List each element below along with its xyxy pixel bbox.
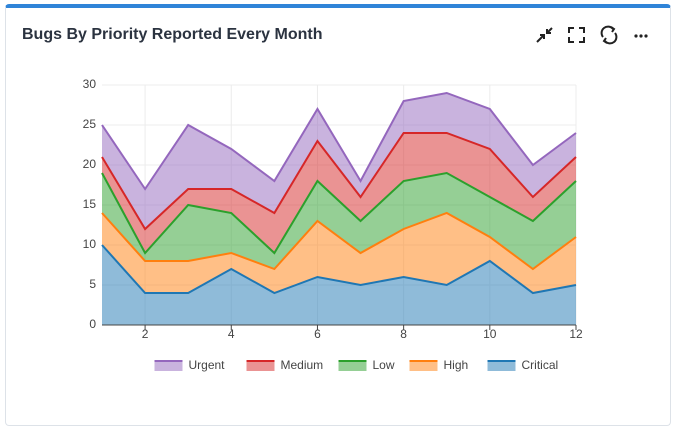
- card: [5, 4, 671, 426]
- x-tick-label: 2: [142, 327, 149, 341]
- area-line: [101, 244, 577, 295]
- y-tick-label: 25: [83, 117, 97, 131]
- x-tick-label: 12: [569, 327, 583, 341]
- legend-swatch: [487, 361, 516, 371]
- fullscreen-icon[interactable]: [568, 27, 585, 43]
- legend-label: Low: [373, 358, 395, 372]
- legend-swatch: [246, 361, 275, 371]
- legend-swatch: [409, 361, 438, 371]
- chart-title: Bugs By Priority Reported Every Month: [22, 26, 323, 43]
- y-tick-label: 5: [89, 277, 96, 291]
- legend-label: Urgent: [189, 358, 226, 372]
- legend-label: Medium: [281, 358, 324, 372]
- area-fill: [102, 213, 576, 293]
- legend-label: Critical: [522, 358, 559, 372]
- y-tick-label: 20: [83, 157, 97, 171]
- legend-label: High: [444, 358, 469, 372]
- legend-swatch: [338, 361, 367, 371]
- area-fill: [102, 245, 576, 325]
- area-fill: [102, 93, 576, 229]
- area-line: [101, 171, 577, 255]
- refresh-icon[interactable]: [600, 25, 618, 45]
- x-tick-label: 6: [314, 327, 321, 341]
- minimize-icon[interactable]: [536, 27, 553, 43]
- more-icon[interactable]: [634, 34, 648, 38]
- y-tick-label: 15: [83, 197, 97, 211]
- area-fill: [102, 173, 576, 269]
- x-tick-label: 8: [400, 327, 407, 341]
- x-tick-label: 4: [228, 327, 235, 341]
- area-line: [101, 132, 577, 231]
- y-tick-label: 0: [89, 317, 96, 331]
- area-fill: [102, 133, 576, 253]
- x-tick-label: 10: [483, 327, 497, 341]
- legend-swatch: [154, 361, 183, 371]
- y-tick-label: 10: [83, 237, 97, 251]
- y-tick-label: 30: [83, 77, 97, 91]
- area-line: [101, 211, 577, 271]
- area-line: [101, 91, 577, 191]
